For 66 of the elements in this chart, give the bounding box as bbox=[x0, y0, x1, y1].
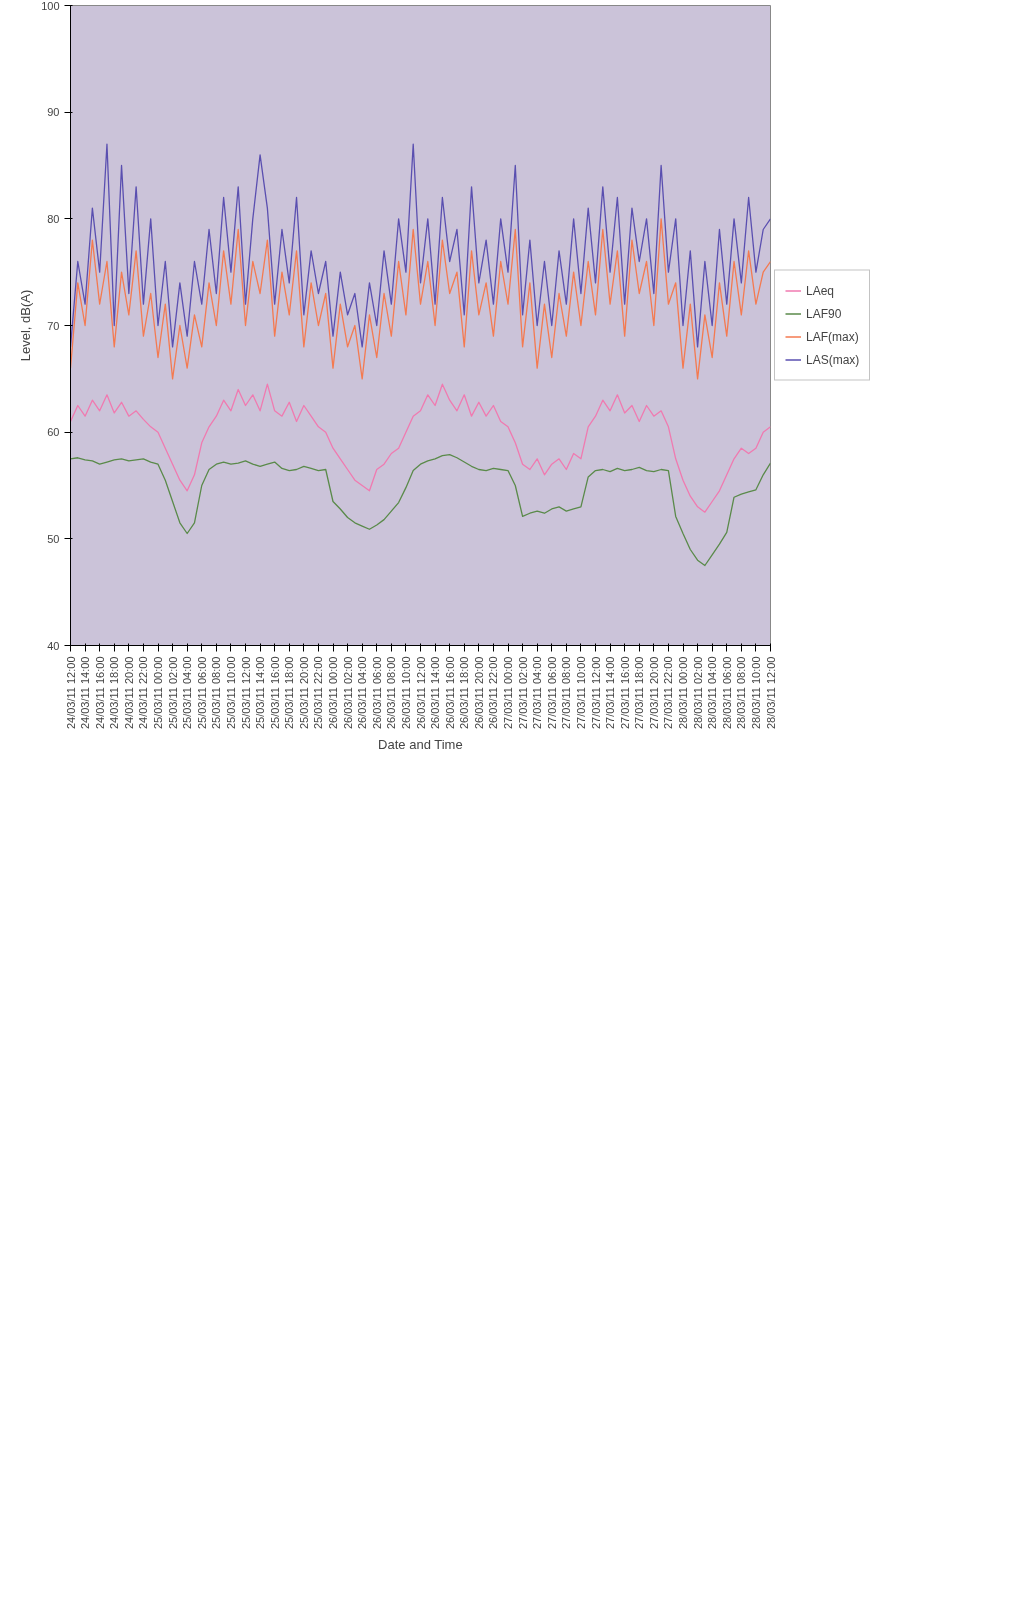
x-tick-label: 26/03/11 22:00 bbox=[487, 656, 500, 730]
x-tick-label: 25/03/11 12:00 bbox=[239, 656, 252, 730]
x-tick-label: 25/03/11 14:00 bbox=[254, 656, 267, 730]
x-tick-label: 27/03/11 06:00 bbox=[545, 656, 558, 730]
x-tick-label: 27/03/11 22:00 bbox=[662, 656, 675, 730]
x-tick-label: 24/03/11 20:00 bbox=[122, 656, 135, 730]
line-series bbox=[70, 143, 771, 348]
x-tick-label: 26/03/11 02:00 bbox=[341, 656, 354, 730]
x-tick-label: 27/03/11 08:00 bbox=[560, 656, 573, 730]
x-tick-label: 27/03/11 14:00 bbox=[604, 656, 617, 730]
x-tick-label: 28/03/11 08:00 bbox=[735, 656, 748, 730]
x-tick-label: 27/03/11 12:00 bbox=[589, 656, 602, 730]
x-tick-label: 26/03/11 18:00 bbox=[458, 656, 471, 730]
x-tick-label: 26/03/11 14:00 bbox=[429, 656, 442, 730]
line-series bbox=[70, 453, 771, 567]
legend-label: LAeq bbox=[806, 283, 835, 298]
legend-label: LAS(max) bbox=[806, 352, 860, 367]
x-tick-label: 27/03/11 00:00 bbox=[502, 656, 514, 730]
x-tick-label: 26/03/11 08:00 bbox=[385, 656, 398, 730]
x-tick-label: 24/03/11 18:00 bbox=[108, 656, 121, 730]
x-tick-label: 28/03/11 10:00 bbox=[749, 656, 762, 730]
x-axis-title: Date and Time bbox=[378, 737, 463, 753]
x-tick-label: 24/03/11 12:00 bbox=[64, 656, 77, 730]
y-tick-label: 100 bbox=[41, 0, 60, 12]
x-tick-label: 26/03/11 10:00 bbox=[399, 656, 412, 730]
x-tick-label: 25/03/11 02:00 bbox=[166, 656, 179, 730]
x-tick-label: 27/03/11 02:00 bbox=[516, 656, 529, 730]
y-tick-label: 40 bbox=[47, 639, 60, 652]
x-tick-label: 26/03/11 04:00 bbox=[356, 656, 369, 730]
x-tick-label: 27/03/11 16:00 bbox=[618, 656, 631, 730]
x-tick-label: 25/03/11 18:00 bbox=[283, 656, 296, 730]
x-tick-label: 27/03/11 10:00 bbox=[574, 656, 587, 730]
x-tick-label: 25/03/11 04:00 bbox=[181, 656, 194, 730]
x-tick-label: 26/03/11 20:00 bbox=[472, 656, 485, 730]
x-tick-label: 28/03/11 00:00 bbox=[677, 656, 689, 730]
x-tick-label: 24/03/11 22:00 bbox=[137, 656, 150, 730]
x-tick-label: 25/03/11 00:00 bbox=[152, 656, 164, 730]
x-tick-label: 25/03/11 22:00 bbox=[312, 656, 325, 730]
y-tick-label: 90 bbox=[47, 106, 60, 119]
x-tick-label: 27/03/11 20:00 bbox=[647, 656, 660, 730]
y-tick-label: 50 bbox=[47, 532, 60, 545]
x-tick-label: 24/03/11 16:00 bbox=[93, 656, 106, 730]
x-tick-label: 24/03/11 14:00 bbox=[79, 656, 92, 730]
x-tick-label: 25/03/11 16:00 bbox=[268, 656, 281, 730]
y-tick-label: 80 bbox=[47, 212, 60, 225]
x-tick-label: 27/03/11 04:00 bbox=[531, 656, 544, 730]
y-tick-label: 60 bbox=[47, 426, 60, 439]
line-series bbox=[70, 383, 771, 513]
x-tick-label: 28/03/11 02:00 bbox=[691, 656, 704, 730]
x-tick-label: 28/03/11 06:00 bbox=[720, 656, 733, 730]
x-tick-label: 25/03/11 06:00 bbox=[195, 656, 208, 730]
line-series bbox=[70, 218, 771, 380]
x-tick-label: 26/03/11 12:00 bbox=[414, 656, 427, 730]
legend-label: LAF90 bbox=[806, 306, 842, 321]
x-tick-label: 26/03/11 06:00 bbox=[370, 656, 383, 730]
y-tick-label: 70 bbox=[47, 319, 60, 332]
x-tick-label: 25/03/11 10:00 bbox=[224, 656, 237, 730]
y-axis-title: Level, dB(A) bbox=[18, 289, 34, 362]
x-tick-label: 26/03/11 16:00 bbox=[443, 656, 456, 730]
x-tick-label: 27/03/11 18:00 bbox=[633, 656, 646, 730]
x-tick-label: 28/03/11 12:00 bbox=[764, 656, 777, 730]
x-tick-label: 25/03/11 08:00 bbox=[210, 656, 223, 730]
x-tick-label: 28/03/11 04:00 bbox=[706, 656, 719, 730]
legend-label: LAF(max) bbox=[806, 329, 859, 344]
x-tick-label: 25/03/11 20:00 bbox=[297, 656, 310, 730]
x-tick-label: 26/03/11 00:00 bbox=[327, 656, 339, 730]
